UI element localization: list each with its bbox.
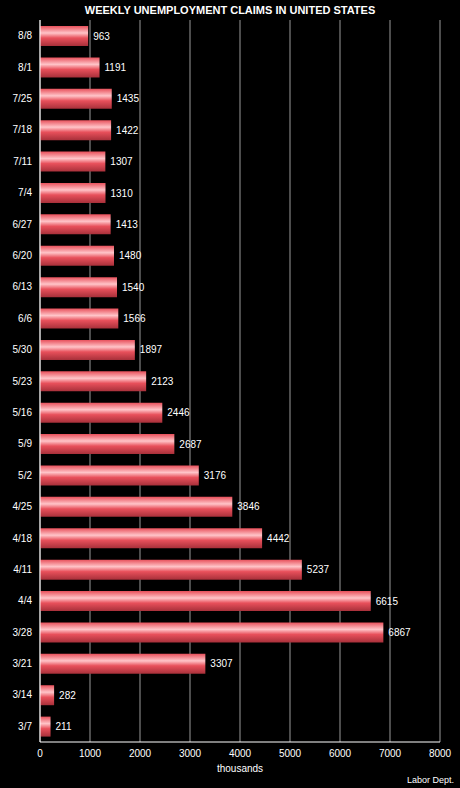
svg-text:4/4: 4/4	[18, 595, 32, 606]
svg-text:5/16: 5/16	[13, 407, 33, 418]
svg-text:7000: 7000	[379, 748, 402, 759]
svg-text:1480: 1480	[119, 250, 142, 261]
svg-text:2123: 2123	[151, 376, 174, 387]
svg-text:1000: 1000	[79, 748, 102, 759]
svg-text:5/30: 5/30	[13, 344, 33, 355]
svg-text:4442: 4442	[267, 533, 290, 544]
svg-text:7/25: 7/25	[13, 93, 33, 104]
html-text:WEEKLY UNEMPLOYMENT CLAIMS IN: WEEKLY UNEMPLOYMENT CLAIMS IN UNITED STA…	[84, 4, 376, 16]
svg-text:6615: 6615	[376, 596, 399, 607]
svg-text:1566: 1566	[123, 313, 146, 324]
svg-text:6000: 6000	[329, 748, 352, 759]
html-text:Labor Dept.: Labor Dept.	[407, 775, 454, 785]
svg-text:6/13: 6/13	[13, 281, 33, 292]
svg-text:6/27: 6/27	[13, 219, 33, 230]
svg-text:7/18: 7/18	[13, 124, 33, 135]
svg-text:1435: 1435	[117, 93, 140, 104]
svg-text:5000: 5000	[279, 748, 302, 759]
svg-text:4/18: 4/18	[13, 533, 33, 544]
svg-text:1413: 1413	[116, 219, 139, 230]
svg-text:3/7: 3/7	[18, 721, 32, 732]
svg-text:3/14: 3/14	[13, 689, 33, 700]
svg-text:4000: 4000	[229, 748, 252, 759]
svg-text:8000: 8000	[429, 748, 452, 759]
svg-text:4/11: 4/11	[13, 564, 32, 575]
svg-text:1307: 1307	[110, 156, 133, 167]
svg-text:3000: 3000	[179, 748, 202, 759]
svg-text:282: 282	[59, 690, 76, 701]
svg-text:7/4: 7/4	[18, 187, 32, 198]
svg-text:4/25: 4/25	[13, 501, 33, 512]
svg-text:1310: 1310	[111, 188, 134, 199]
svg-text:0: 0	[37, 748, 43, 759]
svg-text:1422: 1422	[116, 125, 139, 136]
svg-text:6867: 6867	[388, 627, 411, 638]
svg-text:thousands: thousands	[217, 763, 263, 774]
svg-text:2446: 2446	[167, 407, 190, 418]
svg-text:3307: 3307	[210, 658, 233, 669]
svg-text:3/28: 3/28	[13, 627, 33, 638]
svg-text:211: 211	[56, 721, 72, 732]
svg-text:5/2: 5/2	[18, 470, 32, 481]
svg-text:7/11: 7/11	[13, 156, 32, 167]
svg-text:5237: 5237	[307, 564, 330, 575]
svg-text:6/20: 6/20	[13, 250, 33, 261]
svg-text:5/23: 5/23	[13, 376, 33, 387]
svg-text:8/1: 8/1	[18, 62, 32, 73]
svg-text:1897: 1897	[140, 344, 163, 355]
svg-text:8/8: 8/8	[18, 30, 32, 41]
svg-text:963: 963	[93, 31, 110, 42]
svg-text:1540: 1540	[122, 282, 145, 293]
svg-text:5/9: 5/9	[18, 438, 32, 449]
svg-text:2687: 2687	[179, 439, 202, 450]
svg-text:3/21: 3/21	[13, 658, 33, 669]
svg-text:3176: 3176	[204, 470, 227, 481]
svg-text:6/6: 6/6	[18, 313, 32, 324]
svg-text:1191: 1191	[105, 62, 127, 73]
svg-text:2000: 2000	[129, 748, 152, 759]
svg-text:3846: 3846	[237, 501, 260, 512]
